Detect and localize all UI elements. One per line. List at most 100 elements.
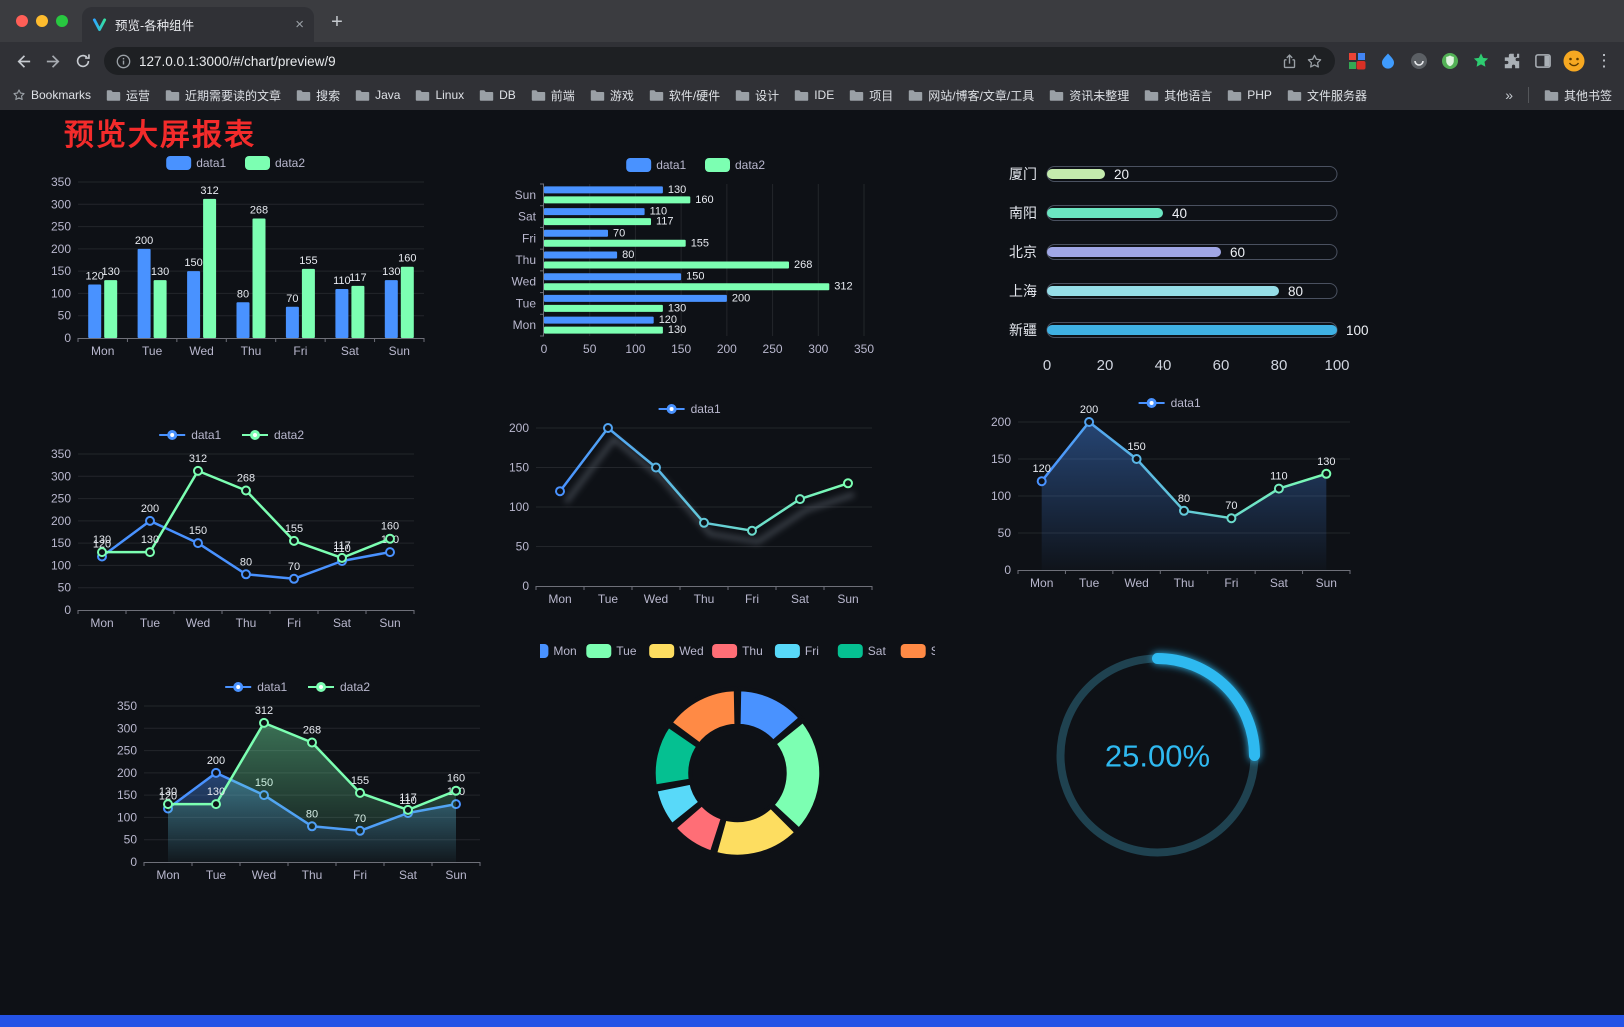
donut-chart[interactable]: Mon Tue Wed Thu Fri Sat Sun xyxy=(523,634,952,924)
url-text[interactable]: 127.0.0.1:3000/#/chart/preview/9 xyxy=(139,53,336,69)
legend-item[interactable]: Tue xyxy=(586,644,637,658)
svg-text:Fri: Fri xyxy=(353,868,367,882)
line-chart-gradient[interactable]: data1 0 50 100 150 200 Mon Tue Wed Thu Fri Sat Sun xyxy=(496,392,888,616)
svg-text:130: 130 xyxy=(1317,456,1335,468)
donut-slice[interactable] xyxy=(652,780,704,828)
bookmark-item[interactable]: 资讯未整理 xyxy=(1049,87,1129,104)
svg-text:50: 50 xyxy=(58,581,72,595)
bookmark-item[interactable]: 软件/硬件 xyxy=(649,87,720,104)
svg-text:120: 120 xyxy=(86,271,104,283)
svg-text:80: 80 xyxy=(1178,493,1190,505)
bookmark-star-icon[interactable] xyxy=(1306,53,1323,70)
side-panel-icon[interactable] xyxy=(1531,49,1555,73)
bookmark-item[interactable]: 前端 xyxy=(531,87,575,104)
new-tab-button[interactable]: + xyxy=(331,10,343,33)
donut-slice[interactable] xyxy=(769,718,824,833)
bookmark-item[interactable]: IDE xyxy=(794,88,834,102)
svg-text:150: 150 xyxy=(189,525,207,537)
legend-item[interactable]: Sat xyxy=(837,644,887,658)
legend-item[interactable]: Fri xyxy=(774,644,819,658)
legend-item[interactable]: data1 xyxy=(159,428,222,442)
svg-text:130: 130 xyxy=(102,266,120,278)
svg-text:268: 268 xyxy=(794,259,812,271)
reload-icon[interactable] xyxy=(68,46,98,76)
bookmark-item[interactable]: 游戏 xyxy=(590,87,634,104)
legend-item[interactable]: data1 xyxy=(166,156,227,170)
legend-item[interactable]: data2 xyxy=(245,156,305,170)
svg-text:130: 130 xyxy=(668,302,686,314)
legend-item[interactable]: data1 xyxy=(626,158,687,172)
svg-text:新疆: 新疆 xyxy=(1009,322,1037,338)
bookmark-item[interactable]: 网站/博客/文章/工具 xyxy=(908,87,1034,104)
bookmark-item[interactable]: Java xyxy=(355,88,400,102)
bookmark-item[interactable]: 其他语言 xyxy=(1144,87,1212,104)
window-close-button[interactable] xyxy=(16,15,28,27)
bookmark-item-bookmarks[interactable]: Bookmarks xyxy=(12,88,91,102)
colorful-extension-icon[interactable] xyxy=(1345,49,1369,73)
back-icon[interactable] xyxy=(8,46,38,76)
other-bookmarks[interactable]: 其他书签 xyxy=(1544,87,1612,104)
svg-text:data1: data1 xyxy=(257,680,287,694)
browser-menu-icon[interactable]: ⋮ xyxy=(1595,51,1613,70)
legend-item[interactable]: data1 xyxy=(1138,396,1201,410)
svg-text:0: 0 xyxy=(1043,357,1051,374)
browser-tab[interactable]: 预览-各种组件 × xyxy=(82,7,314,42)
legend-item[interactable]: data2 xyxy=(242,428,304,442)
svg-text:20: 20 xyxy=(1114,167,1129,182)
svg-text:250: 250 xyxy=(763,342,783,356)
puzzle-extension-icon[interactable] xyxy=(1500,49,1524,73)
share-icon[interactable] xyxy=(1281,53,1298,70)
legend-item[interactable]: Thu xyxy=(712,644,763,658)
bookmark-item[interactable]: 项目 xyxy=(849,87,893,104)
donut-slice[interactable] xyxy=(736,686,804,745)
bookmarks-overflow-chevron[interactable]: » xyxy=(1505,87,1513,103)
bookmark-item[interactable]: 运营 xyxy=(106,87,150,104)
bookmark-item[interactable]: 文件服务器 xyxy=(1287,87,1367,104)
donut-slice[interactable] xyxy=(651,723,702,790)
legend-item[interactable]: data1 xyxy=(658,402,721,416)
bar-chart[interactable]: data1 data2 0 50 100 150 200 250 300 350 Mon Tue Wed… xyxy=(38,146,438,368)
profile-avatar[interactable] xyxy=(1562,49,1586,73)
bookmark-item[interactable]: 设计 xyxy=(735,87,779,104)
gauge-chart[interactable]: 25.00% xyxy=(1040,638,1275,873)
window-minimize-button[interactable] xyxy=(36,15,48,27)
capsule-row: 新疆 100 xyxy=(1009,322,1369,338)
legend-item[interactable]: Wed xyxy=(649,644,704,658)
blue-drop-extension-icon[interactable] xyxy=(1376,49,1400,73)
tab-close-icon[interactable]: × xyxy=(295,16,304,33)
bookmark-item[interactable]: DB xyxy=(479,88,516,102)
svg-text:0: 0 xyxy=(541,342,548,356)
legend-item[interactable]: Sun xyxy=(900,644,952,658)
donut-slice[interactable] xyxy=(671,801,726,856)
line-area-chart-two-series[interactable]: data1 data2 0 50 100 150 200 250 300 350 Mon Tue Wed… xyxy=(104,670,496,892)
legend-item[interactable]: data1 xyxy=(225,680,288,694)
dark-circle-extension-icon[interactable] xyxy=(1407,49,1431,73)
svg-text:110: 110 xyxy=(650,206,668,218)
bookmark-item[interactable]: 近期需要读的文章 xyxy=(165,87,281,104)
address-bar[interactable]: 127.0.0.1:3000/#/chart/preview/9 xyxy=(104,47,1335,75)
horizontal-bar-chart[interactable]: data1 data2 0 50 100 150 200 250 300 350 Mon Tue Wed… xyxy=(498,148,898,370)
donut-slice[interactable] xyxy=(712,803,800,860)
legend-item[interactable]: Mon xyxy=(523,644,577,658)
site-info-icon[interactable] xyxy=(116,54,131,69)
folder-icon xyxy=(649,89,664,102)
window-zoom-button[interactable] xyxy=(56,15,68,27)
green-circle-extension-icon[interactable] xyxy=(1438,49,1462,73)
legend-item[interactable]: data2 xyxy=(705,158,765,172)
bookmark-item[interactable]: PHP xyxy=(1227,88,1272,102)
bookmark-item[interactable]: Linux xyxy=(415,88,464,102)
line-chart-two-series[interactable]: data1 data2 0 50 100 150 200 250 300 350 Mon Tue Wed… xyxy=(38,418,430,640)
green-star-extension-icon[interactable] xyxy=(1469,49,1493,73)
forward-icon[interactable] xyxy=(38,46,68,76)
capsule-progress-chart[interactable]: 厦门 20 南阳 40 北京 60 上海 80 新疆 100 0 20 40 60 80 100 xyxy=(985,150,1375,390)
legend-item[interactable]: data2 xyxy=(308,680,370,694)
svg-text:Sun: Sun xyxy=(931,644,935,658)
line-area-chart-single[interactable]: data1 0 50 100 150 200 Mon Tue Wed Thu Fri Sat Sun 12… xyxy=(978,386,1366,600)
svg-text:120: 120 xyxy=(659,314,677,326)
svg-text:Wed: Wed xyxy=(679,644,703,658)
donut-slice[interactable] xyxy=(667,686,739,748)
bookmark-item[interactable]: 搜索 xyxy=(296,87,340,104)
svg-text:Sat: Sat xyxy=(868,644,887,658)
y-axis: Mon Tue Wed Thu Fri Sat Sun xyxy=(512,183,544,337)
